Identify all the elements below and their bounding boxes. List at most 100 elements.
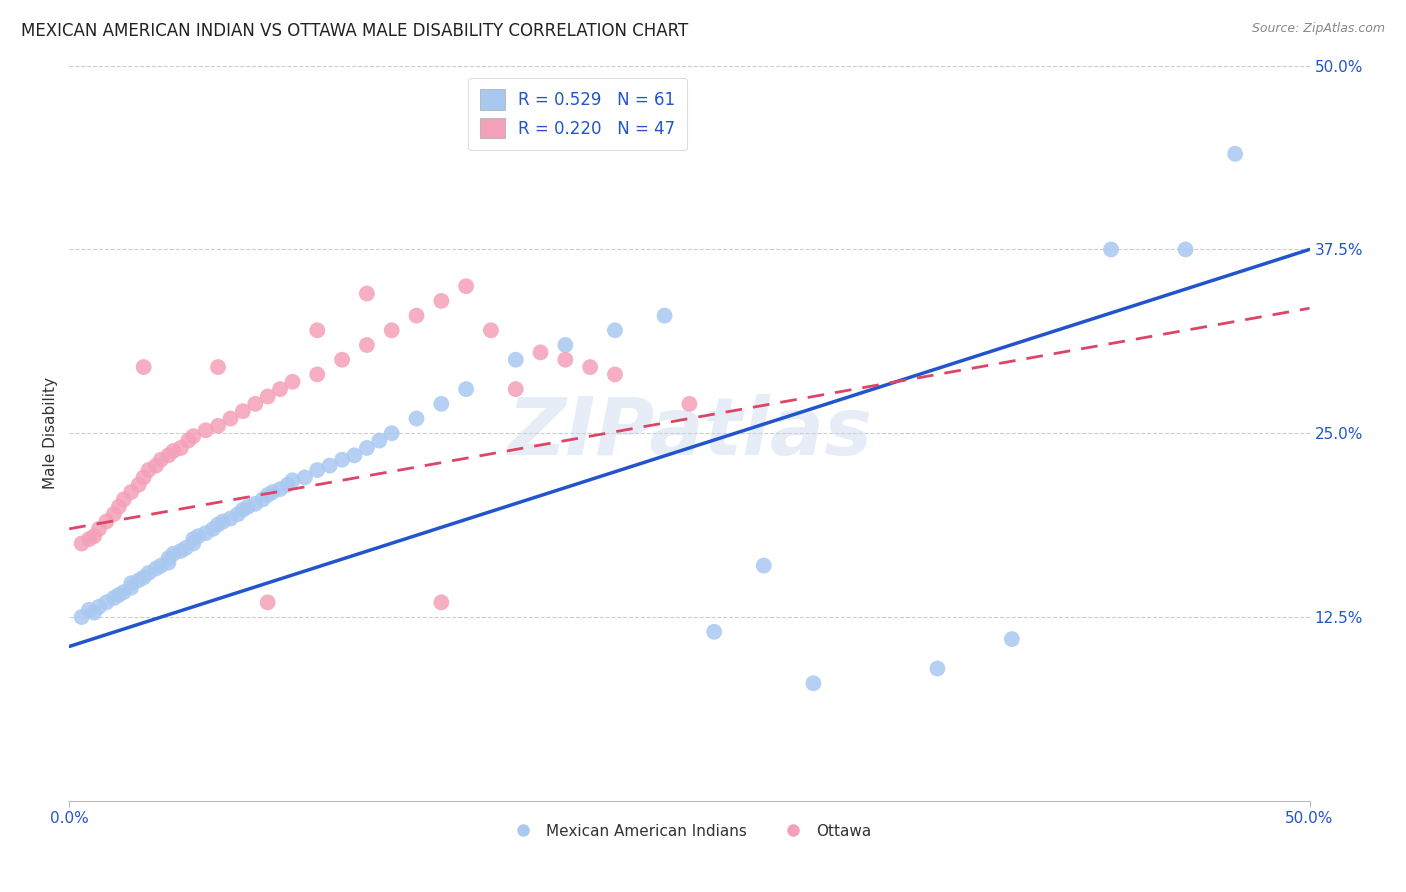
Point	[529, 345, 551, 359]
Point	[269, 382, 291, 396]
Point	[330, 452, 353, 467]
Point	[87, 599, 110, 614]
Point	[108, 500, 131, 514]
Point	[77, 532, 100, 546]
Point	[330, 352, 353, 367]
Point	[256, 389, 278, 403]
Point	[174, 541, 197, 555]
Point	[108, 588, 131, 602]
Point	[181, 536, 204, 550]
Point	[381, 323, 404, 337]
Point	[138, 566, 160, 580]
Point	[96, 595, 118, 609]
Point	[1099, 243, 1122, 257]
Point	[456, 382, 478, 396]
Point	[70, 536, 93, 550]
Point	[554, 338, 576, 352]
Point	[83, 529, 105, 543]
Point	[170, 544, 193, 558]
Point	[212, 515, 235, 529]
Point	[177, 434, 200, 448]
Point	[219, 411, 242, 425]
Point	[132, 470, 155, 484]
Point	[256, 595, 278, 609]
Point	[307, 323, 329, 337]
Point	[245, 397, 267, 411]
Point	[368, 434, 391, 448]
Y-axis label: Male Disability: Male Disability	[44, 377, 58, 489]
Point	[803, 676, 825, 690]
Point	[187, 529, 209, 543]
Point	[752, 558, 775, 573]
Point	[226, 507, 249, 521]
Point	[356, 338, 378, 352]
Point	[207, 418, 229, 433]
Point	[927, 661, 949, 675]
Point	[603, 323, 626, 337]
Point	[219, 511, 242, 525]
Point	[294, 470, 316, 484]
Point	[579, 360, 602, 375]
Point	[170, 441, 193, 455]
Point	[162, 547, 184, 561]
Point	[505, 382, 527, 396]
Point	[194, 526, 217, 541]
Text: Source: ZipAtlas.com: Source: ZipAtlas.com	[1251, 22, 1385, 36]
Point	[245, 497, 267, 511]
Point	[157, 551, 180, 566]
Point	[112, 492, 135, 507]
Point	[381, 426, 404, 441]
Point	[83, 606, 105, 620]
Point	[307, 368, 329, 382]
Point	[120, 581, 142, 595]
Point	[120, 576, 142, 591]
Point	[150, 558, 173, 573]
Point	[269, 482, 291, 496]
Point	[456, 279, 478, 293]
Point	[194, 423, 217, 437]
Point	[252, 492, 274, 507]
Point	[120, 485, 142, 500]
Point	[1223, 146, 1246, 161]
Point	[150, 452, 173, 467]
Point	[181, 532, 204, 546]
Point	[307, 463, 329, 477]
Point	[70, 610, 93, 624]
Point	[138, 463, 160, 477]
Point	[430, 397, 453, 411]
Point	[132, 570, 155, 584]
Point	[430, 595, 453, 609]
Point	[1001, 632, 1024, 647]
Point	[202, 522, 225, 536]
Point	[232, 404, 254, 418]
Point	[262, 485, 284, 500]
Point	[87, 522, 110, 536]
Point	[505, 352, 527, 367]
Point	[256, 488, 278, 502]
Point	[276, 477, 298, 491]
Point	[96, 515, 118, 529]
Point	[132, 360, 155, 375]
Point	[281, 375, 304, 389]
Point	[207, 517, 229, 532]
Point	[405, 411, 427, 425]
Point	[1174, 243, 1197, 257]
Point	[77, 603, 100, 617]
Point	[356, 286, 378, 301]
Point	[703, 624, 725, 639]
Point	[145, 561, 167, 575]
Point	[112, 585, 135, 599]
Point	[318, 458, 340, 473]
Point	[554, 352, 576, 367]
Point	[162, 443, 184, 458]
Point	[281, 473, 304, 487]
Point	[654, 309, 676, 323]
Point	[232, 502, 254, 516]
Point	[157, 556, 180, 570]
Point	[128, 477, 150, 491]
Text: MEXICAN AMERICAN INDIAN VS OTTAWA MALE DISABILITY CORRELATION CHART: MEXICAN AMERICAN INDIAN VS OTTAWA MALE D…	[21, 22, 689, 40]
Point	[430, 293, 453, 308]
Point	[145, 458, 167, 473]
Legend: Mexican American Indians, Ottawa: Mexican American Indians, Ottawa	[502, 817, 877, 845]
Point	[181, 429, 204, 443]
